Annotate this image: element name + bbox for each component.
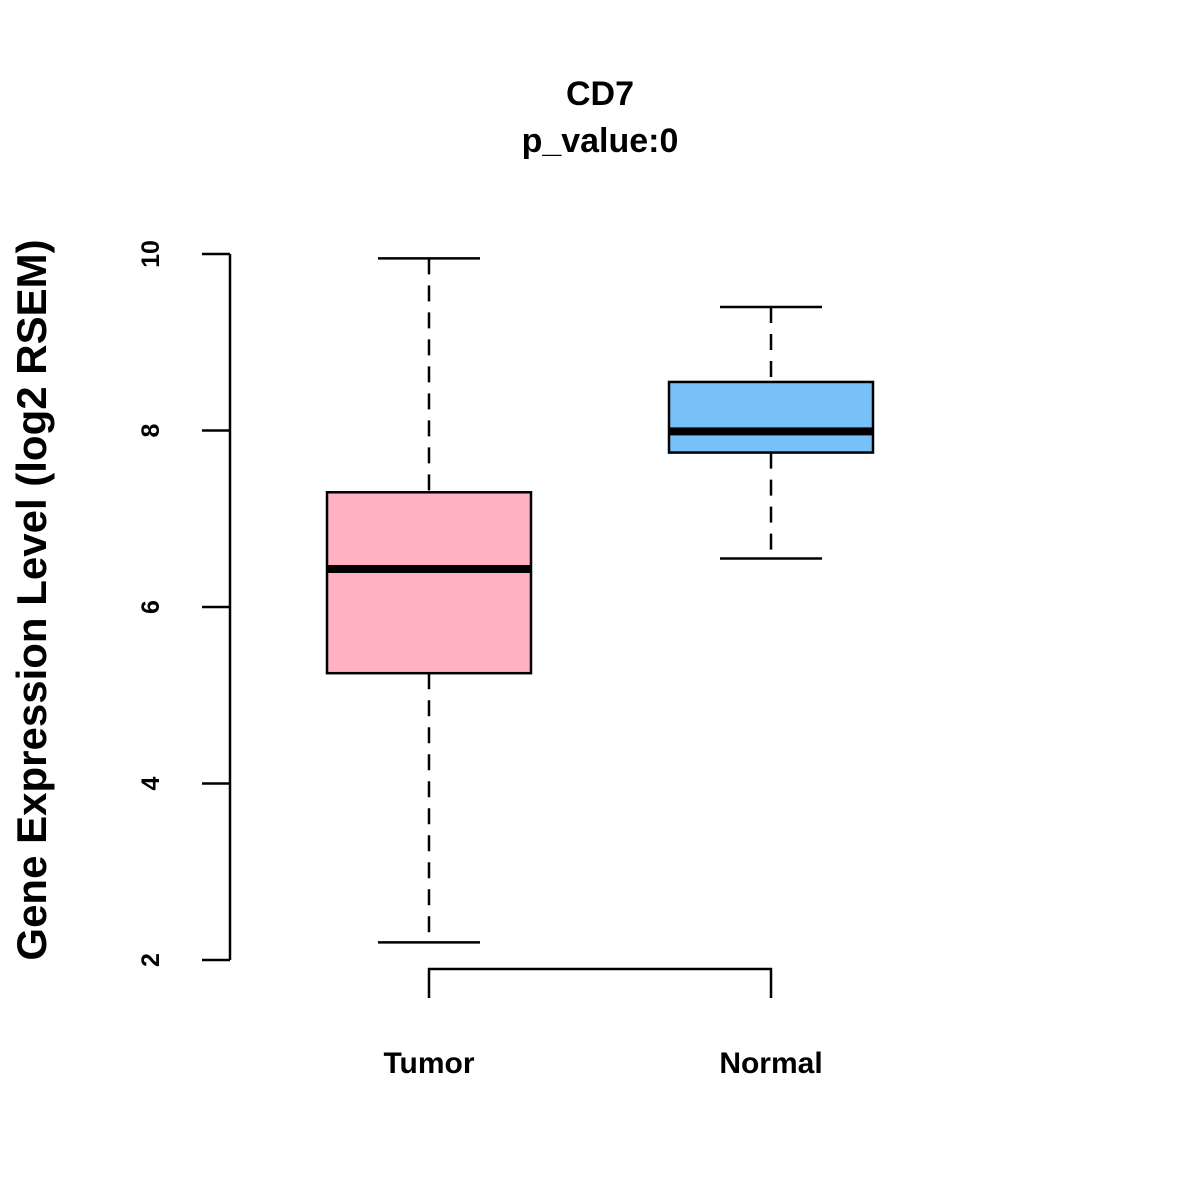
significance-bracket	[427, 967, 773, 998]
x-category-label: Normal	[719, 1047, 822, 1080]
iqr-box	[667, 380, 875, 454]
chart-subtitle: p_value:0	[522, 122, 679, 160]
y-axis: 2 4 6 8 10	[137, 240, 232, 967]
chart-title: CD7	[566, 75, 634, 113]
box-normal	[667, 305, 875, 560]
category-labels: Tumor Normal	[383, 1047, 822, 1080]
box-series	[325, 257, 875, 944]
bracket-line	[427, 967, 773, 998]
iqr-box	[325, 491, 533, 675]
y-tick-label: 10	[137, 240, 165, 268]
y-tick-label: 6	[137, 600, 165, 614]
y-tick-label: 2	[137, 953, 165, 967]
y-tick-label: 8	[137, 423, 165, 437]
x-category-label: Tumor	[383, 1047, 474, 1080]
y-tick-label: 4	[137, 776, 165, 790]
y-axis-label: Gene Expression Level (log2 RSEM)	[8, 239, 55, 960]
box-tumor	[325, 257, 533, 944]
